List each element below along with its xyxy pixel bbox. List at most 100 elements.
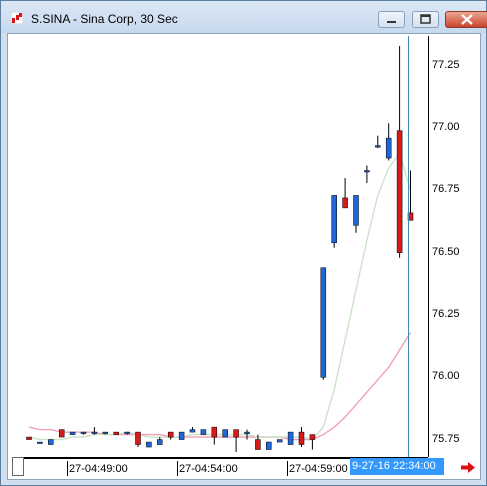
candle — [167, 431, 174, 440]
candle-body — [189, 429, 196, 433]
candle — [342, 177, 348, 209]
price-axis-label: 75.75 — [432, 432, 460, 445]
candle-body — [385, 137, 392, 159]
candle — [276, 439, 283, 443]
price-axis-label: 77.25 — [432, 58, 460, 71]
chart-app-icon — [11, 12, 23, 24]
candle — [298, 427, 305, 448]
price-axis-label: 76.75 — [432, 183, 460, 196]
candle-body — [287, 431, 294, 445]
candle — [364, 165, 370, 183]
time-tick — [67, 461, 68, 476]
minimize-button[interactable] — [378, 11, 405, 28]
candle — [233, 429, 239, 453]
candle — [255, 434, 261, 450]
candle-body — [91, 431, 98, 434]
candle-body — [276, 439, 283, 443]
candle — [26, 436, 32, 440]
time-axis-label: 27-04:54:00 — [179, 463, 238, 475]
candle — [69, 431, 76, 435]
candle — [266, 441, 272, 450]
candle-body — [48, 439, 54, 445]
candle — [331, 195, 337, 248]
candle-body — [353, 195, 359, 226]
candle — [48, 439, 54, 445]
candle — [178, 431, 185, 440]
candle-body — [266, 441, 272, 450]
candle — [353, 195, 359, 233]
chart-scroll-handle[interactable] — [12, 457, 24, 476]
cursor-time-label: 9-27-16 22:34:00 — [350, 458, 444, 475]
candle — [244, 429, 250, 440]
price-axis-line — [428, 36, 429, 457]
time-tick — [287, 461, 288, 476]
moving-average-fast — [28, 151, 412, 441]
red-right-arrow-icon[interactable] — [460, 461, 476, 474]
candle — [113, 431, 119, 435]
candle — [189, 427, 196, 433]
candle-body — [244, 431, 250, 434]
candle — [385, 123, 392, 161]
price-axis-label: 76.00 — [432, 370, 460, 383]
window-title: S.SINA - Sina Corp, 30 Sec — [31, 12, 178, 26]
maximize-icon — [420, 14, 431, 24]
candle — [157, 437, 163, 445]
time-tick — [177, 461, 178, 476]
candle-body — [309, 434, 316, 440]
candle-body — [80, 431, 87, 434]
candle-body — [124, 431, 130, 434]
candle-body — [233, 429, 239, 438]
candle — [222, 429, 228, 438]
candle-body — [255, 439, 261, 450]
candle — [58, 429, 65, 438]
candle — [146, 441, 152, 448]
candle — [135, 431, 141, 448]
candle — [102, 431, 109, 435]
candle-body — [69, 431, 76, 435]
moving-average-slow — [28, 332, 412, 441]
candle — [80, 431, 87, 435]
candle — [396, 45, 403, 258]
candle-body — [375, 145, 381, 148]
candle-body — [113, 431, 119, 435]
candle-body — [200, 429, 207, 435]
candle — [37, 441, 43, 444]
candle-body — [364, 170, 370, 173]
chart-area[interactable]: 77.25 77.00 76.75 76.50 76.25 76.00 75.75 27-0… — [7, 33, 481, 480]
candle-body — [135, 431, 141, 445]
price-plot[interactable] — [12, 36, 428, 457]
candle-body — [342, 197, 348, 209]
candle — [309, 434, 316, 450]
candle-body — [331, 195, 337, 244]
candle — [375, 135, 381, 149]
candle-body — [178, 431, 185, 440]
candle-body — [26, 436, 32, 440]
time-axis: 27-04:49:00 27-04:54:00 27-04:59:00 — [24, 457, 428, 479]
minimize-icon — [387, 21, 396, 23]
time-axis-label: 27-04:59:00 — [289, 463, 348, 475]
maximize-button[interactable] — [412, 11, 439, 28]
time-axis-label: 27-04:49:00 — [69, 463, 128, 475]
candle-body — [320, 267, 327, 378]
price-axis-label: 76.25 — [432, 308, 460, 320]
candle — [124, 431, 130, 435]
candle — [211, 426, 218, 445]
close-icon — [461, 14, 473, 25]
title-bar[interactable]: S.SINA - Sina Corp, 30 Sec — [1, 1, 487, 33]
candle-body — [211, 426, 218, 438]
price-axis-label: 77.00 — [432, 121, 460, 134]
candle — [91, 427, 98, 435]
price-axis-label: 76.50 — [432, 245, 460, 258]
close-button[interactable] — [445, 11, 487, 28]
candle-body — [58, 429, 65, 438]
candle-body — [396, 130, 403, 253]
candle-body — [222, 429, 228, 438]
candle — [200, 429, 207, 435]
candle-body — [146, 441, 152, 448]
candle-body — [102, 431, 109, 434]
candle — [320, 267, 327, 380]
candle-body — [157, 439, 163, 445]
candle — [287, 431, 294, 445]
candle-body — [37, 441, 43, 444]
